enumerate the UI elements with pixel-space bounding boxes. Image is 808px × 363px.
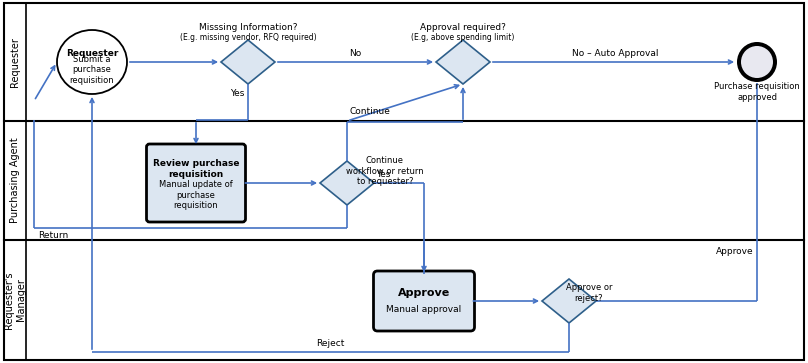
Text: Requester's
Manager: Requester's Manager: [4, 271, 26, 329]
Text: (E.g. missing vendor, RFQ required): (E.g. missing vendor, RFQ required): [179, 33, 316, 42]
Text: Yes: Yes: [229, 89, 244, 98]
Text: Approve: Approve: [398, 288, 450, 298]
Text: Continue: Continue: [349, 107, 390, 116]
Text: Purchase requisition
approved: Purchase requisition approved: [714, 82, 800, 102]
Circle shape: [741, 46, 773, 78]
Text: No – Auto Approval: No – Auto Approval: [572, 49, 659, 58]
Text: (E.g, above spending limit): (E.g, above spending limit): [411, 33, 515, 42]
Polygon shape: [436, 40, 490, 84]
Text: Purchasing Agent: Purchasing Agent: [10, 138, 20, 223]
Polygon shape: [320, 161, 374, 205]
Text: Submit a
purchase
requisition: Submit a purchase requisition: [69, 55, 114, 85]
FancyBboxPatch shape: [373, 271, 474, 331]
Text: Requester: Requester: [65, 49, 118, 57]
FancyBboxPatch shape: [146, 144, 246, 222]
Text: Reject: Reject: [316, 339, 345, 348]
Polygon shape: [542, 279, 596, 323]
Text: Continue
workflow or return
to requester?: Continue workflow or return to requester…: [346, 156, 424, 186]
Text: Yes: Yes: [376, 170, 390, 179]
Text: Manual approval: Manual approval: [386, 306, 461, 314]
Text: Manual update of
purchase
requisition: Manual update of purchase requisition: [159, 180, 233, 210]
Circle shape: [737, 42, 777, 82]
Text: No: No: [349, 49, 362, 58]
Text: Review purchase
requisition: Review purchase requisition: [153, 159, 239, 179]
Text: Approve or
reject?: Approve or reject?: [566, 283, 612, 303]
Text: Misssing Information?: Misssing Information?: [199, 24, 297, 33]
Text: Requester: Requester: [10, 37, 20, 87]
Text: Approval required?: Approval required?: [420, 24, 506, 33]
Text: Approve: Approve: [717, 247, 754, 256]
Text: Return: Return: [38, 231, 68, 240]
Ellipse shape: [57, 30, 127, 94]
Polygon shape: [221, 40, 275, 84]
